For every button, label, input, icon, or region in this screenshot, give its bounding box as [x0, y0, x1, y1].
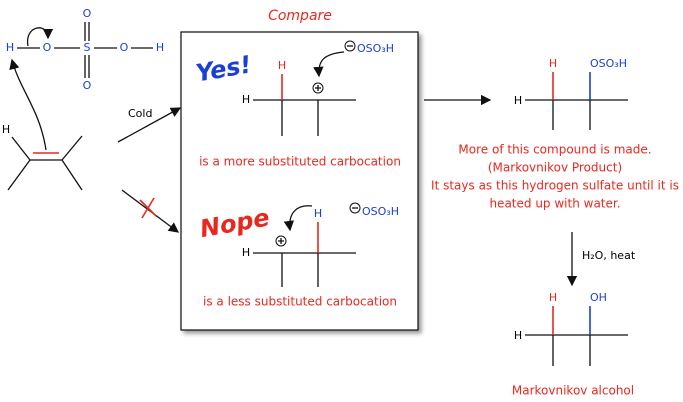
note: heated up with water.	[489, 197, 620, 211]
caption: Markovnikov alcohol	[512, 384, 634, 398]
atom: OSO₃H	[357, 42, 394, 55]
caption: is a more substituted carbocation	[199, 155, 401, 169]
atom: O	[43, 41, 52, 54]
atom: S	[84, 41, 91, 54]
atom: O	[120, 41, 129, 54]
arrow	[117, 107, 182, 143]
alkene: H	[2, 58, 83, 191]
atom: H	[278, 59, 286, 72]
atom: H	[2, 123, 10, 136]
note: (Markovnikov Product)	[488, 161, 622, 175]
atom: H	[242, 93, 250, 106]
atom: H	[6, 41, 14, 54]
sulfuric-acid: H O S O H O O	[6, 7, 164, 92]
atom: H	[549, 57, 557, 70]
atom: H	[314, 207, 322, 220]
atom: OSO₃H	[362, 205, 399, 218]
compare-box	[180, 31, 419, 331]
atom: H	[514, 94, 522, 107]
atom: OH	[590, 291, 607, 304]
atom: H	[549, 291, 557, 304]
box-title: Compare	[268, 8, 332, 24]
atom: H	[514, 329, 522, 342]
condition: H₂O, heat	[582, 249, 636, 262]
cross	[139, 197, 157, 219]
atom: OSO₃H	[590, 57, 627, 70]
atom: H	[242, 246, 250, 259]
atom: H	[156, 41, 164, 54]
condition: Cold	[128, 107, 152, 120]
caption: is a less substituted carbocation	[203, 295, 397, 309]
note: It stays as this hydrogen sulfate until …	[431, 179, 679, 193]
atom: O	[83, 79, 92, 92]
atom: O	[83, 7, 92, 20]
note: More of this compound is made.	[458, 143, 651, 157]
